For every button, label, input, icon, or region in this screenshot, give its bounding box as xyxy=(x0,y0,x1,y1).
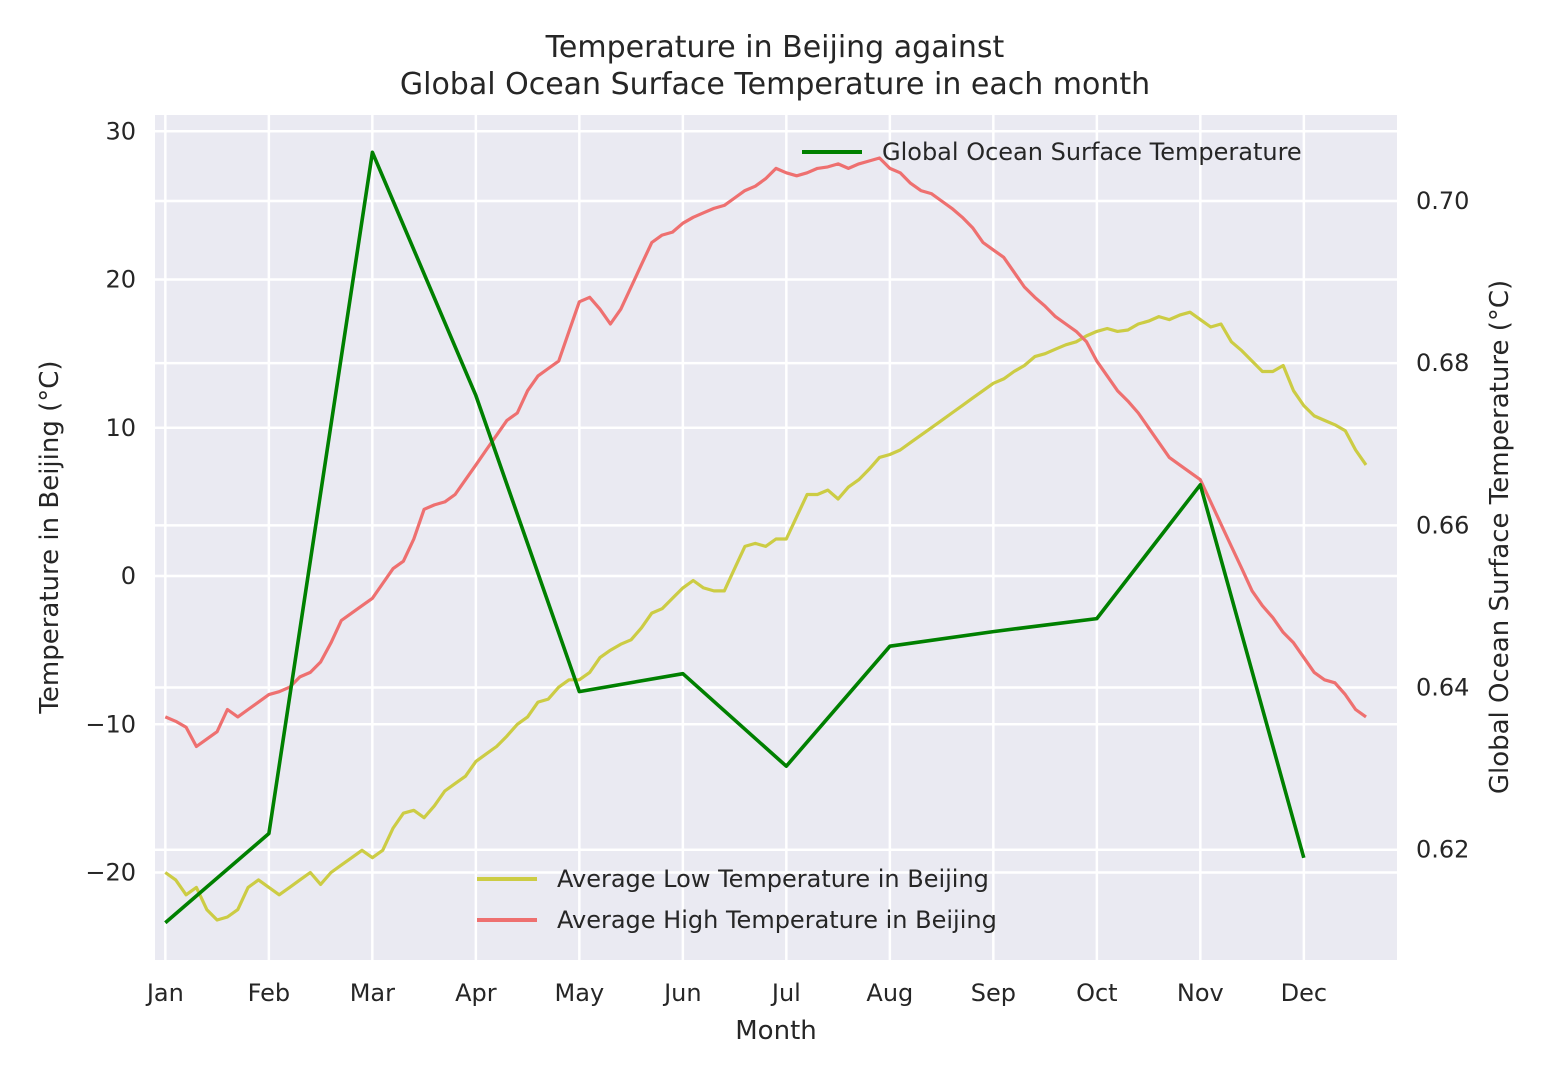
legend-right-axis: Global Ocean Surface Temperature xyxy=(802,131,1302,172)
legend-label-ocean: Global Ocean Surface Temperature xyxy=(882,137,1302,166)
right-y-tick-label: 0.70 xyxy=(1416,187,1469,215)
chart-title-line-2: Global Ocean Surface Temperature in each… xyxy=(399,67,1151,102)
legend-item-low: Average Low Temperature in Beijing xyxy=(477,858,997,899)
left-y-tick-label: 10 xyxy=(105,414,136,442)
x-tick-label: Jan xyxy=(145,979,184,1007)
x-tick-label: Dec xyxy=(1281,979,1327,1007)
right-y-tick-label: 0.62 xyxy=(1416,836,1469,864)
legend-swatch-high xyxy=(477,917,537,922)
legend-swatch-ocean xyxy=(802,149,862,154)
left-y-tick-label: 30 xyxy=(105,117,136,145)
x-axis: Jan Feb Mar Apr May Jun Jul Aug Sep Oct Nov Dec xyxy=(145,979,1327,1007)
chart-title-line-1: Temperature in Beijing against xyxy=(545,30,1005,65)
left-y-tick-label: −10 xyxy=(85,710,136,738)
left-y-tick-label: 20 xyxy=(105,266,136,294)
legend-item-high: Average High Temperature in Beijing xyxy=(477,899,997,940)
grid-lines xyxy=(155,115,1397,960)
average-high-line xyxy=(164,156,1367,749)
right-y-axis: 0.62 0.64 0.66 0.68 0.70 xyxy=(1416,187,1469,864)
x-tick-label: Nov xyxy=(1177,979,1224,1007)
x-tick-label: Mar xyxy=(350,979,395,1007)
right-y-tick-label: 0.68 xyxy=(1416,349,1469,377)
legend-label-high: Average High Temperature in Beijing xyxy=(557,905,997,934)
x-tick-label: Jun xyxy=(662,979,702,1007)
series-layer xyxy=(164,150,1368,925)
right-y-axis-label: Global Ocean Surface Temperature (°C) xyxy=(1485,279,1515,795)
legend-label-low: Average Low Temperature in Beijing xyxy=(557,864,989,893)
legend-item-ocean: Global Ocean Surface Temperature xyxy=(802,131,1302,172)
x-tick-label: Apr xyxy=(455,979,497,1007)
x-tick-label: May xyxy=(555,979,605,1007)
right-y-tick-label: 0.64 xyxy=(1416,674,1469,702)
x-tick-label: Feb xyxy=(248,979,291,1007)
x-tick-label: Jul xyxy=(770,979,801,1007)
left-y-axis: −20 −10 0 10 20 30 xyxy=(85,117,136,886)
average-low-line xyxy=(164,310,1368,922)
ocean-temperature-line xyxy=(164,150,1306,925)
legend-left-axis: Average Low Temperature in Beijing Avera… xyxy=(477,858,997,940)
x-tick-label: Aug xyxy=(866,979,913,1007)
left-y-axis-label: Temperature in Beijing (°C) xyxy=(35,360,65,714)
left-y-tick-label: 0 xyxy=(121,562,136,590)
left-y-tick-label: −20 xyxy=(85,859,136,887)
legend-swatch-low xyxy=(477,876,537,881)
x-tick-label: Sep xyxy=(971,979,1016,1007)
x-axis-label: Month xyxy=(735,1016,817,1046)
right-y-tick-label: 0.66 xyxy=(1416,511,1469,539)
x-tick-label: Oct xyxy=(1076,979,1118,1007)
